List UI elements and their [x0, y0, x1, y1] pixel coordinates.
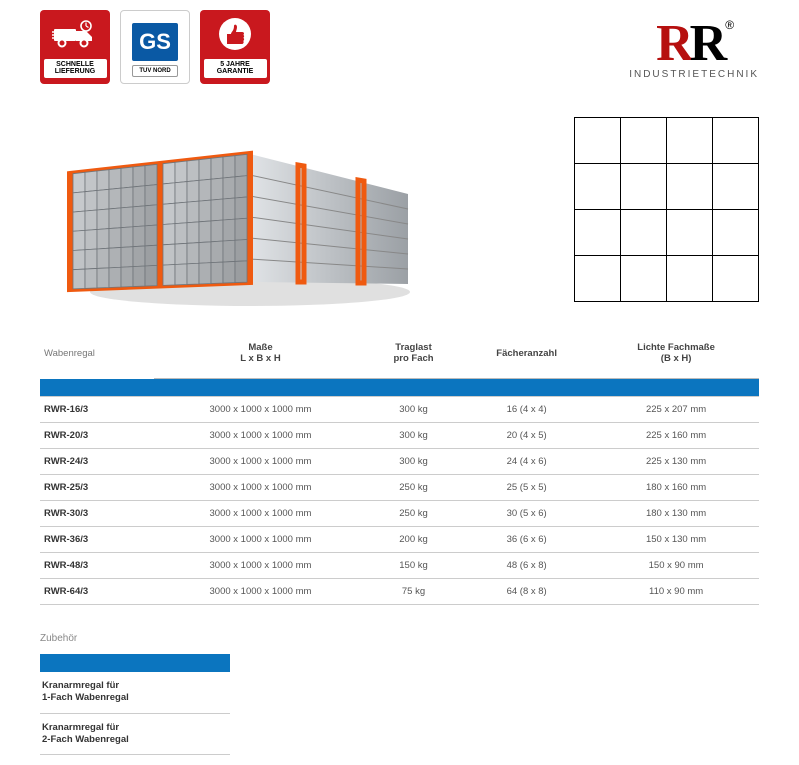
- product-image: [40, 114, 420, 304]
- table-cell-count: 24 (4 x 6): [460, 449, 593, 475]
- badge-fast-delivery-label: SCHNELLE LIEFERUNG: [44, 59, 107, 78]
- table-blue-bar: [40, 379, 759, 397]
- accessory-item: Kranarmregal für 2-Fach Wabenregal: [40, 714, 230, 756]
- grid-cell: [713, 163, 759, 209]
- col-load: Traglast pro Fach: [367, 334, 460, 379]
- table-cell-model: RWR-48/3: [40, 553, 154, 579]
- table-cell-dims: 3000 x 1000 x 1000 mm: [154, 449, 367, 475]
- badges: SCHNELLE LIEFERUNG GS TUV NORD 5 JAHRE G…: [40, 10, 270, 84]
- table-cell-dims: 3000 x 1000 x 1000 mm: [154, 475, 367, 501]
- table-cell-model: RWR-24/3: [40, 449, 154, 475]
- brand-r1: R: [656, 15, 690, 72]
- grid-cell: [713, 117, 759, 163]
- table-cell-count: 64 (8 x 8): [460, 579, 593, 605]
- grid-cell: [667, 163, 713, 209]
- table-row: RWR-48/33000 x 1000 x 1000 mm150 kg48 (6…: [40, 553, 759, 579]
- gs-sub-label: TUV NORD: [132, 65, 177, 77]
- table-cell-count: 48 (6 x 8): [460, 553, 593, 579]
- accessories-title: Zubehör: [40, 633, 230, 654]
- badge-gs: GS TUV NORD: [120, 10, 190, 84]
- table-cell-load: 75 kg: [367, 579, 460, 605]
- table-row: RWR-25/33000 x 1000 x 1000 mm250 kg25 (5…: [40, 475, 759, 501]
- table-cell-load: 250 kg: [367, 501, 460, 527]
- table-cell-inner: 225 x 130 mm: [593, 449, 759, 475]
- brand-registered: ®: [725, 18, 734, 32]
- thumbs-up-icon: [200, 10, 270, 59]
- header-row: SCHNELLE LIEFERUNG GS TUV NORD 5 JAHRE G…: [40, 10, 759, 84]
- accessory-item: Kranarmregal für 1-Fach Wabenregal: [40, 672, 230, 714]
- table-row: RWR-20/33000 x 1000 x 1000 mm300 kg20 (4…: [40, 423, 759, 449]
- table-cell-dims: 3000 x 1000 x 1000 mm: [154, 527, 367, 553]
- table-cell-model: RWR-64/3: [40, 579, 154, 605]
- table-cell-load: 150 kg: [367, 553, 460, 579]
- table-cell-count: 36 (6 x 6): [460, 527, 593, 553]
- grid-cell: [575, 255, 621, 301]
- table-cell-count: 30 (5 x 6): [460, 501, 593, 527]
- brand: RR® INDUSTRIETECHNIK: [629, 14, 759, 80]
- table-row: RWR-30/33000 x 1000 x 1000 mm250 kg30 (5…: [40, 501, 759, 527]
- table-cell-inner: 225 x 160 mm: [593, 423, 759, 449]
- table-row: RWR-16/33000 x 1000 x 1000 mm300 kg16 (4…: [40, 397, 759, 423]
- accessories-section: Zubehör Kranarmregal für 1-Fach Wabenreg…: [40, 633, 230, 755]
- table-row: RWR-36/33000 x 1000 x 1000 mm200 kg36 (6…: [40, 527, 759, 553]
- table-corner: Wabenregal: [40, 334, 154, 379]
- table-cell-model: RWR-20/3: [40, 423, 154, 449]
- table-cell-count: 16 (4 x 4): [460, 397, 593, 423]
- table-cell-model: RWR-25/3: [40, 475, 154, 501]
- table-header-row: Wabenregal Maße L x B x H Traglast pro F…: [40, 334, 759, 379]
- table-cell-load: 300 kg: [367, 397, 460, 423]
- grid-cell: [575, 117, 621, 163]
- table-cell-inner: 180 x 160 mm: [593, 475, 759, 501]
- badge-fast-delivery: SCHNELLE LIEFERUNG: [40, 10, 110, 84]
- col-dims: Maße L x B x H: [154, 334, 367, 379]
- table-cell-load: 250 kg: [367, 475, 460, 501]
- grid-cell: [713, 209, 759, 255]
- table-cell-inner: 150 x 90 mm: [593, 553, 759, 579]
- table-cell-count: 20 (4 x 5): [460, 423, 593, 449]
- badge-warranty: 5 JAHRE GARANTIE: [200, 10, 270, 84]
- grid-cell: [621, 255, 667, 301]
- col-count: Fächeranzahl: [460, 334, 593, 379]
- table-cell-load: 300 kg: [367, 449, 460, 475]
- grid-cell: [667, 255, 713, 301]
- grid-cell: [575, 163, 621, 209]
- grid-cell: [575, 209, 621, 255]
- table-cell-count: 25 (5 x 5): [460, 475, 593, 501]
- table-cell-dims: 3000 x 1000 x 1000 mm: [154, 501, 367, 527]
- accessories-blue-bar: [40, 654, 230, 672]
- table-cell-inner: 180 x 130 mm: [593, 501, 759, 527]
- table-cell-model: RWR-36/3: [40, 527, 154, 553]
- grid-cell: [621, 117, 667, 163]
- table-cell-load: 200 kg: [367, 527, 460, 553]
- grid-cell: [667, 117, 713, 163]
- table-cell-inner: 150 x 130 mm: [593, 527, 759, 553]
- grid-cell: [667, 209, 713, 255]
- spec-table: Wabenregal Maße L x B x H Traglast pro F…: [40, 334, 759, 605]
- grid-cell: [713, 255, 759, 301]
- badge-warranty-label: 5 JAHRE GARANTIE: [204, 59, 267, 78]
- mid-row: [40, 114, 759, 304]
- truck-icon: [40, 10, 110, 59]
- table-row: RWR-24/33000 x 1000 x 1000 mm300 kg24 (4…: [40, 449, 759, 475]
- grid-cell: [621, 209, 667, 255]
- table-row: RWR-64/33000 x 1000 x 1000 mm75 kg64 (8 …: [40, 579, 759, 605]
- table-cell-dims: 3000 x 1000 x 1000 mm: [154, 397, 367, 423]
- gs-main-label: GS: [132, 23, 178, 61]
- grid-cell: [621, 163, 667, 209]
- table-cell-dims: 3000 x 1000 x 1000 mm: [154, 553, 367, 579]
- col-inner: Lichte Fachmaße (B x H): [593, 334, 759, 379]
- table-cell-load: 300 kg: [367, 423, 460, 449]
- brand-r2: R: [690, 15, 724, 72]
- table-cell-dims: 3000 x 1000 x 1000 mm: [154, 423, 367, 449]
- table-cell-model: RWR-30/3: [40, 501, 154, 527]
- brand-logo: RR®: [656, 14, 732, 73]
- grid-schematic: [574, 117, 759, 302]
- table-cell-dims: 3000 x 1000 x 1000 mm: [154, 579, 367, 605]
- table-cell-model: RWR-16/3: [40, 397, 154, 423]
- grid-table: [574, 117, 759, 302]
- table-cell-inner: 110 x 90 mm: [593, 579, 759, 605]
- table-cell-inner: 225 x 207 mm: [593, 397, 759, 423]
